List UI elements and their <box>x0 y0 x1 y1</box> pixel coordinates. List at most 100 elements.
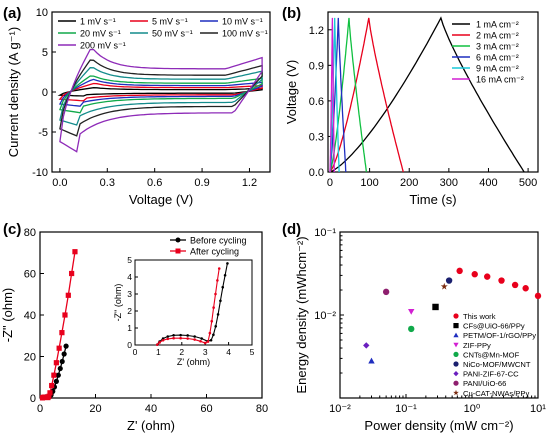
eis-point <box>59 358 65 365</box>
legend-marker <box>453 389 459 396</box>
inset-y-tick-label: 2 <box>127 306 132 316</box>
legend-label: 50 mV s⁻¹ <box>152 29 193 39</box>
inset-x-tick-label: 4 <box>226 347 231 357</box>
inset-point <box>212 333 215 337</box>
inset-point <box>172 334 175 337</box>
x-tick-label: 10⁰ <box>464 403 481 415</box>
x-tick-label: 100 <box>360 177 378 189</box>
inset-point <box>210 319 214 323</box>
legend-label: NiCo-MOF/MWCNT <box>463 360 531 369</box>
panel-label: (a) <box>3 5 21 22</box>
eis-point <box>53 378 59 384</box>
y-tick-label: 0.6 <box>309 96 324 108</box>
y-tick-label: 0.3 <box>309 131 324 143</box>
inset-point <box>214 325 218 328</box>
legend-marker <box>453 371 459 377</box>
x-tick-label: 0 <box>37 403 43 415</box>
gcd-curve <box>329 17 340 173</box>
x-tick-label: 60 <box>200 403 212 415</box>
legend-label: 6 mA cm⁻² <box>476 53 519 63</box>
inset-point <box>216 313 220 316</box>
legend-label: Before cycling <box>190 236 247 246</box>
y-tick-label: 20 <box>24 352 36 364</box>
legend-marker <box>453 323 459 329</box>
ragone-point <box>440 282 448 290</box>
legend-marker <box>453 351 459 357</box>
inset-point <box>155 343 159 346</box>
legend-marker <box>453 380 459 386</box>
ragone-point <box>445 277 453 284</box>
inset-point <box>186 337 189 340</box>
inset-point <box>226 262 229 265</box>
inset-point <box>206 340 210 343</box>
inset-point <box>166 335 170 338</box>
inset-point <box>208 331 212 335</box>
ragone-point <box>534 292 542 300</box>
legend-label: 5 mV s⁻¹ <box>152 17 188 27</box>
panel-a: 0.0 0.3 0.6 0.9 1.2 -10 -5 0 5 10 Voltage (V) Curre… <box>3 5 271 207</box>
inset-point <box>193 338 196 341</box>
inset-point <box>186 334 189 337</box>
ragone-point <box>408 325 415 333</box>
panel-label: (c) <box>3 221 21 238</box>
y-tick-label: 10⁻² <box>314 310 336 322</box>
inset-point <box>179 333 182 337</box>
y-tick-label: 0.9 <box>309 60 324 72</box>
plot-frame <box>327 11 539 173</box>
legend-label: Cu-CAT-NWAs/PPy <box>463 389 529 398</box>
eis-point <box>59 330 65 336</box>
ragone-point <box>522 285 529 292</box>
y-axis-label: Voltage (V) <box>284 60 299 124</box>
x-tick-label: 10⁻² <box>329 403 351 415</box>
x-tick-label: 20 <box>89 403 101 415</box>
legend-label: 1 mA cm⁻² <box>476 20 519 30</box>
gcd-curve <box>329 17 368 173</box>
x-tick-label: 10¹ <box>530 403 546 415</box>
panel-label: (b) <box>282 5 301 22</box>
inset-point <box>199 339 202 343</box>
inset-y-tick-label: 1 <box>127 323 132 333</box>
x-tick-label: 400 <box>479 177 497 189</box>
eis-point <box>56 345 62 351</box>
legend-label: 200 mV s⁻¹ <box>80 41 126 51</box>
eis-point <box>65 292 71 298</box>
inset-point <box>209 338 213 342</box>
inset-point <box>212 306 215 309</box>
x-tick-label: 0.9 <box>194 177 209 189</box>
legend-marker <box>453 332 459 338</box>
inset-y-axis-label: -Z" (ohm) <box>113 284 123 322</box>
ragone-point <box>484 273 491 280</box>
panel-label: (d) <box>282 221 301 238</box>
inset-point <box>158 341 161 344</box>
x-tick-label: 0.6 <box>147 177 162 189</box>
cv-curve <box>59 75 263 114</box>
inset-point <box>221 285 225 289</box>
cv-curve <box>57 87 263 97</box>
ragone-point <box>432 303 439 311</box>
y-tick-label: 0 <box>42 87 48 99</box>
eis-point <box>49 382 55 389</box>
x-axis-label: Time (s) <box>409 192 456 207</box>
x-tick-label: 0 <box>327 177 333 189</box>
inset-frame <box>134 259 253 346</box>
y-axis-label: Energy density (mWhcm⁻²) <box>294 236 309 393</box>
legend-label: PANI-ZIF-67-CC <box>463 370 519 379</box>
x-tick-label: 0.0 <box>52 177 67 189</box>
eis-point <box>69 270 75 277</box>
ragone-point <box>408 309 415 315</box>
legend-marker <box>453 313 459 319</box>
inset-y-tick-label: 5 <box>127 255 132 265</box>
inset-x-tick-label: 0 <box>133 347 138 357</box>
x-axis-label: Power density (mW cm⁻²) <box>364 418 513 433</box>
y-tick-label: -5 <box>38 127 48 139</box>
x-tick-label: 40 <box>145 403 157 415</box>
y-tick-label: -10 <box>32 167 48 179</box>
ragone-point <box>456 267 463 275</box>
legend-label: 20 mV s⁻¹ <box>80 29 121 39</box>
y-tick-label: 40 <box>24 310 36 322</box>
eis-point <box>57 365 63 372</box>
panel-b: 0 100 200 300 400 500 0.0 0.3 0.6 0.9 1.2 Time (s) V… <box>282 5 539 207</box>
eis-point <box>46 393 52 399</box>
x-tick-label: 200 <box>400 177 418 189</box>
